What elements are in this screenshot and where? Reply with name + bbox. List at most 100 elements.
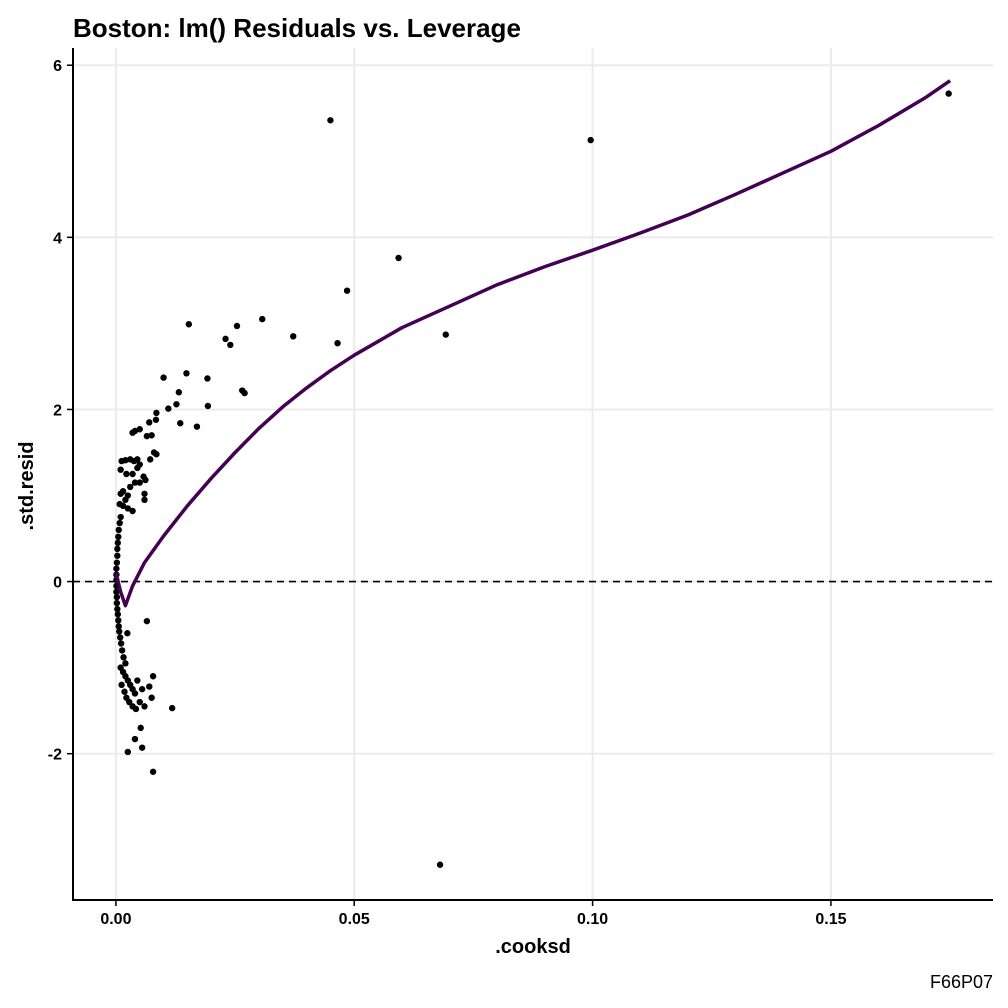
y-tick-label-0: -2 xyxy=(48,747,62,764)
data-point-41 xyxy=(123,470,130,478)
axes xyxy=(72,48,993,901)
data-point-23 xyxy=(153,409,160,417)
data-point-14 xyxy=(241,389,248,397)
data-point-78 xyxy=(115,623,122,630)
data-point-59 xyxy=(129,507,136,515)
data-point-27 xyxy=(148,432,155,439)
data-point-20 xyxy=(175,389,183,396)
data-point-6 xyxy=(334,339,341,347)
y-tick-label-2: 2 xyxy=(53,402,62,419)
data-points xyxy=(113,90,952,868)
data-point-16 xyxy=(183,370,190,377)
x-axis-title: .cooksd xyxy=(495,936,571,958)
data-point-113 xyxy=(436,861,444,868)
data-point-53 xyxy=(122,496,129,504)
data-point-108 xyxy=(137,724,144,732)
data-point-31 xyxy=(129,429,136,436)
data-point-3 xyxy=(395,254,402,262)
data-point-1 xyxy=(587,136,594,144)
data-point-21 xyxy=(173,401,180,408)
data-point-37 xyxy=(127,456,134,463)
data-point-50 xyxy=(131,479,139,486)
data-point-34 xyxy=(147,456,154,463)
data-point-101 xyxy=(141,703,148,710)
data-point-68 xyxy=(113,565,120,572)
data-point-15 xyxy=(204,375,211,382)
data-point-99 xyxy=(132,705,140,713)
chart-title: Boston: lm() Residuals vs. Leverage xyxy=(73,13,521,43)
data-point-103 xyxy=(149,673,157,680)
smooth-curve xyxy=(114,79,952,608)
data-point-77 xyxy=(115,617,122,624)
data-point-49 xyxy=(136,479,143,486)
data-point-110 xyxy=(138,744,146,751)
y-tick-label-1: 0 xyxy=(53,575,62,592)
data-point-81 xyxy=(117,640,125,647)
data-point-80 xyxy=(116,634,124,641)
data-point-109 xyxy=(131,735,139,743)
data-point-105 xyxy=(138,685,146,693)
data-point-67 xyxy=(113,559,121,566)
data-point-106 xyxy=(134,677,141,684)
data-point-0 xyxy=(945,90,952,97)
y-axis-title: .std.resid xyxy=(16,442,38,531)
data-point-75 xyxy=(114,605,121,613)
data-point-107 xyxy=(168,704,176,712)
data-point-47 xyxy=(141,490,148,497)
data-point-60 xyxy=(117,513,124,521)
data-point-85 xyxy=(124,630,131,637)
data-point-28 xyxy=(143,432,151,440)
chart-caption: F66P07 xyxy=(930,972,993,992)
data-point-17 xyxy=(160,374,167,381)
data-point-94 xyxy=(118,681,125,689)
data-point-40 xyxy=(117,466,124,473)
data-point-12 xyxy=(227,341,234,349)
data-point-74 xyxy=(113,599,121,607)
smooth-line xyxy=(114,79,952,608)
data-point-72 xyxy=(113,588,120,596)
data-point-19 xyxy=(193,423,201,430)
data-point-83 xyxy=(120,654,127,661)
data-point-76 xyxy=(114,611,122,618)
data-point-24 xyxy=(152,416,160,423)
data-point-97 xyxy=(126,698,133,706)
data-point-8 xyxy=(259,315,266,323)
data-point-11 xyxy=(222,335,229,343)
data-point-100 xyxy=(136,698,143,706)
data-point-95 xyxy=(121,688,128,695)
data-point-2 xyxy=(327,117,334,124)
data-point-22 xyxy=(165,405,172,412)
data-point-42 xyxy=(129,470,136,478)
data-point-33 xyxy=(153,451,160,458)
data-point-112 xyxy=(149,768,157,775)
y-tick-label-4: 6 xyxy=(53,58,62,75)
data-point-5 xyxy=(442,331,449,338)
data-point-66 xyxy=(114,552,121,559)
data-point-64 xyxy=(114,539,122,547)
data-point-65 xyxy=(114,545,121,553)
data-point-63 xyxy=(115,533,122,541)
data-point-86 xyxy=(143,617,151,625)
data-point-4 xyxy=(343,287,351,294)
data-point-73 xyxy=(113,593,121,601)
data-point-93 xyxy=(131,690,139,697)
x-tick-label-2: 0.10 xyxy=(577,911,608,928)
grid-lines xyxy=(73,48,993,900)
data-point-62 xyxy=(115,526,122,534)
data-point-57 xyxy=(119,502,127,510)
data-point-26 xyxy=(146,419,153,426)
y-tick-label-3: 4 xyxy=(53,230,62,247)
x-tick-label-3: 0.15 xyxy=(815,911,846,928)
x-tick-label-1: 0.05 xyxy=(339,911,370,928)
data-point-46 xyxy=(142,476,149,484)
data-point-44 xyxy=(136,461,143,468)
data-point-84 xyxy=(122,660,129,667)
data-point-48 xyxy=(141,496,148,504)
data-point-55 xyxy=(117,490,124,497)
data-point-58 xyxy=(124,505,132,512)
data-point-9 xyxy=(233,322,241,330)
data-point-82 xyxy=(118,647,126,654)
tick-labels: 0.00 0.05 0.10 0.15 -2 0 2 4 6 xyxy=(48,58,847,928)
data-point-51 xyxy=(127,483,134,491)
